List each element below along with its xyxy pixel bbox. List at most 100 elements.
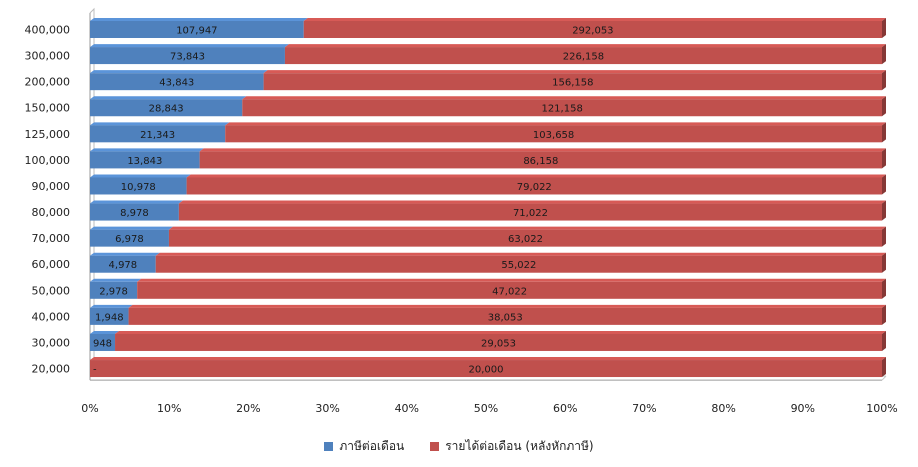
bar-tax <box>90 47 285 65</box>
x-tick-label: 80% <box>711 402 735 415</box>
data-label-income: 156,158 <box>552 78 593 89</box>
bar-income-top <box>284 44 886 48</box>
bar-income <box>128 307 882 325</box>
x-tick-label: 50% <box>474 402 498 415</box>
x-tick-label: 0% <box>81 402 98 415</box>
y-tick-label: 60,000 <box>32 258 71 271</box>
bar-tax <box>90 203 179 221</box>
bar-tax-top <box>90 174 191 178</box>
bar-tax-top <box>90 330 120 334</box>
data-label-income: 292,053 <box>572 26 613 37</box>
data-label-tax: 10,978 <box>121 182 156 193</box>
y-tick-label: 300,000 <box>25 50 71 63</box>
bar-income-top <box>155 252 886 256</box>
bar-income-top <box>115 330 886 334</box>
bar-income <box>242 99 882 117</box>
bar-income <box>263 73 882 91</box>
y-tick-label: 150,000 <box>25 102 71 115</box>
data-label-income: 38,053 <box>488 312 523 323</box>
data-label-income: 86,158 <box>523 156 558 167</box>
data-label-tax: 4,978 <box>109 260 138 271</box>
data-label-tax: 43,843 <box>159 78 194 89</box>
bar-tax-top <box>90 18 308 21</box>
bar-income <box>284 47 882 65</box>
bar-income <box>137 281 883 299</box>
legend-swatch-tax <box>324 442 334 451</box>
y-tick-label: 20,000 <box>32 363 71 376</box>
bar-income-side <box>882 226 886 247</box>
bar-income-top <box>225 122 887 126</box>
bar-tax <box>90 307 129 325</box>
bar-income <box>155 255 882 273</box>
data-label-tax: 8,978 <box>120 208 149 219</box>
data-label-income: 20,000 <box>469 365 504 376</box>
x-tick-label: 30% <box>315 402 339 415</box>
bar-income-side <box>882 278 886 299</box>
bar-tax-top <box>90 44 289 48</box>
bar-income-side <box>882 44 886 65</box>
bar-income-side <box>882 18 886 38</box>
y-tick-label: 30,000 <box>32 336 71 349</box>
bar-income-top <box>128 304 886 308</box>
bar-income <box>186 177 883 195</box>
legend-item-income: รายได้ต่อเดือน (หลังหักภาษี) <box>430 437 594 456</box>
bar-income-side <box>882 122 886 143</box>
bar-income-top <box>199 148 886 152</box>
bar-income-top <box>186 174 887 178</box>
legend-label-income: รายได้ต่อเดือน (หลังหักภาษี) <box>445 439 594 453</box>
data-label-income: 79,022 <box>517 182 552 193</box>
y-tick-label: 100,000 <box>25 154 71 167</box>
bar-income-top <box>263 70 886 74</box>
data-label-income: 47,022 <box>492 286 527 297</box>
bar-income-side <box>882 148 886 169</box>
x-tick-label: 60% <box>553 402 577 415</box>
bar-tax <box>90 151 200 169</box>
data-label-income: 121,158 <box>541 104 582 115</box>
bar-tax <box>90 99 243 117</box>
bar-income-side <box>882 330 886 351</box>
bar-tax <box>90 21 304 38</box>
bar-income-top <box>168 226 887 230</box>
bar-tax-top <box>90 304 133 308</box>
bar-income-side <box>882 304 886 325</box>
bar-income <box>225 125 883 143</box>
y-tick-label: 50,000 <box>32 284 71 297</box>
bar-income-top <box>137 278 887 282</box>
y-tick-label: 200,000 <box>25 76 71 89</box>
x-tick-label: 20% <box>236 402 260 415</box>
bar-tax-top <box>90 96 247 100</box>
data-label-tax: 6,978 <box>115 234 144 245</box>
bar-tax <box>90 281 138 299</box>
data-label-income: 226,158 <box>563 52 604 63</box>
y-tick-label: 400,000 <box>25 24 71 37</box>
bar-income <box>115 333 882 351</box>
legend: ภาษีต่อเดือน รายได้ต่อเดือน (หลังหักภาษี… <box>0 437 918 456</box>
bar-income <box>168 229 883 247</box>
x-tick-label: 100% <box>866 402 897 415</box>
bar-income-side <box>882 200 886 221</box>
y-tick-label: 125,000 <box>25 128 71 141</box>
bar-income-side <box>882 357 886 378</box>
data-label-income: 103,658 <box>533 130 574 141</box>
data-label-tax: 13,843 <box>127 156 162 167</box>
y-tick-label: 80,000 <box>32 206 71 219</box>
bar-income-side <box>882 70 886 91</box>
bar-tax <box>90 255 156 273</box>
bar-tax-top <box>90 252 160 256</box>
data-label-tax: 21,343 <box>140 130 175 141</box>
bar-tax <box>90 229 169 247</box>
bar-income-side <box>882 252 886 273</box>
data-label-income: 71,022 <box>513 208 548 219</box>
data-label-tax: 28,843 <box>149 104 184 115</box>
data-label-tax: - <box>93 365 97 376</box>
bar-tax-top <box>90 278 142 282</box>
bar-income-side <box>882 174 886 195</box>
bar-tax-top <box>90 148 204 152</box>
bar-tax-top <box>90 70 268 74</box>
bar-tax <box>90 333 116 351</box>
legend-label-tax: ภาษีต่อเดือน <box>339 439 405 453</box>
x-tick-label: 90% <box>791 402 815 415</box>
bar-tax <box>90 125 226 143</box>
